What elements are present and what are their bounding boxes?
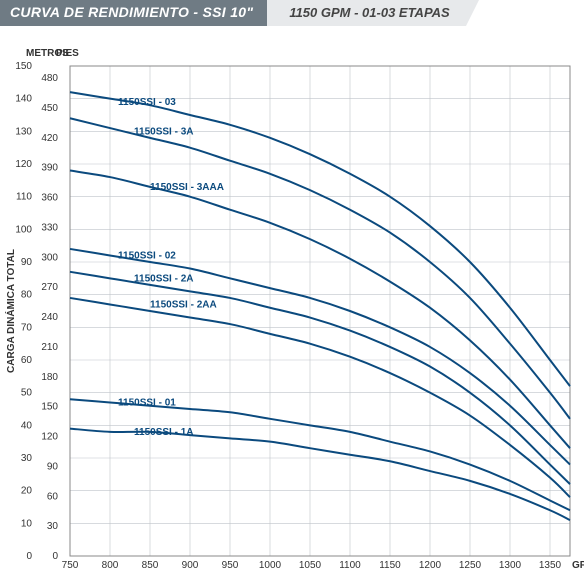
y-left-tick-label: 90	[21, 257, 33, 268]
x-tick-label: 1300	[499, 560, 522, 571]
y-left-tick-label: 130	[15, 126, 32, 137]
series-label: 1150SSI - 01	[118, 398, 176, 409]
y-left-tick-label: 0	[26, 551, 32, 562]
series-label: 1150SSI - 2A	[134, 274, 193, 285]
y-left-tick-label: 100	[15, 224, 32, 235]
x-unit: GPM	[572, 560, 584, 571]
chart-svg: 7508008509009501000105011001150120012501…	[0, 26, 584, 582]
series-1150SSI-3A	[70, 118, 570, 419]
y-pies-tick-label: 390	[41, 163, 58, 174]
y-pies-tick-label: 90	[47, 461, 59, 472]
x-tick-label: 1250	[459, 560, 482, 571]
y-left-tick-label: 30	[21, 453, 33, 464]
x-tick-label: 1150	[379, 560, 401, 571]
y-pies-tick-label: 360	[41, 193, 58, 204]
series-label: 1150SSI - 3A	[134, 127, 193, 138]
series-1150SSI-01	[70, 399, 570, 510]
y-left-tick-label: 110	[16, 192, 32, 203]
y-pies-tick-label: 0	[52, 551, 58, 562]
x-tick-label: 1200	[419, 560, 442, 571]
series-1150SSI-2A	[70, 272, 570, 484]
series-label: 1150SSI - 2AA	[150, 300, 217, 311]
y-pies-unit: PIES	[56, 48, 79, 59]
chart-header: CURVA DE RENDIMIENTO - SSI 10" 1150 GPM …	[0, 0, 584, 26]
x-tick-label: 1350	[539, 560, 562, 571]
y-pies-tick-label: 150	[41, 402, 58, 413]
y-left-tick-label: 50	[21, 388, 33, 399]
y-pies-tick-label: 240	[41, 312, 58, 323]
header-sub: 1150 GPM - 01-03 ETAPAS	[267, 0, 465, 26]
y-left-tick-label: 60	[21, 355, 33, 366]
series-label: 1150SSI - 3AAA	[150, 182, 224, 193]
x-tick-label: 1000	[259, 560, 282, 571]
y-pies-tick-label: 180	[41, 372, 58, 383]
performance-curve-chart: 7508008509009501000105011001150120012501…	[0, 26, 584, 582]
y-pies-tick-label: 60	[47, 491, 59, 502]
x-tick-label: 1050	[299, 560, 322, 571]
header-main: CURVA DE RENDIMIENTO - SSI 10"	[0, 0, 267, 26]
x-tick-label: 800	[102, 560, 119, 571]
y-pies-tick-label: 300	[41, 252, 58, 263]
y-pies-tick-label: 120	[41, 432, 58, 443]
y-axis-title: CARGA DINÁMICA TOTAL	[4, 249, 17, 373]
y-left-tick-label: 150	[15, 61, 32, 72]
y-pies-tick-label: 420	[41, 133, 58, 144]
x-tick-label: 900	[182, 560, 199, 571]
y-pies-tick-label: 270	[41, 282, 58, 293]
y-pies-tick-label: 330	[41, 222, 58, 233]
y-left-tick-label: 80	[21, 290, 33, 301]
y-left-tick-label: 10	[21, 518, 33, 529]
y-left-tick-label: 20	[21, 486, 33, 497]
x-tick-label: 950	[222, 560, 239, 571]
series-label: 1150SSI - 02	[118, 251, 176, 262]
x-tick-label: 750	[62, 560, 79, 571]
x-tick-label: 850	[142, 560, 159, 571]
y-left-tick-label: 120	[15, 159, 32, 170]
y-pies-tick-label: 480	[41, 73, 58, 84]
y-pies-tick-label: 450	[41, 103, 58, 114]
x-tick-label: 1100	[339, 560, 361, 571]
series-label: 1150SSI - 1A	[134, 427, 193, 438]
y-left-tick-label: 70	[21, 322, 33, 333]
y-pies-tick-label: 210	[41, 342, 58, 353]
y-left-tick-label: 40	[21, 420, 33, 431]
y-left-tick-label: 140	[15, 94, 32, 105]
y-pies-tick-label: 30	[47, 521, 59, 532]
series-label: 1150SSI - 03	[118, 97, 176, 108]
